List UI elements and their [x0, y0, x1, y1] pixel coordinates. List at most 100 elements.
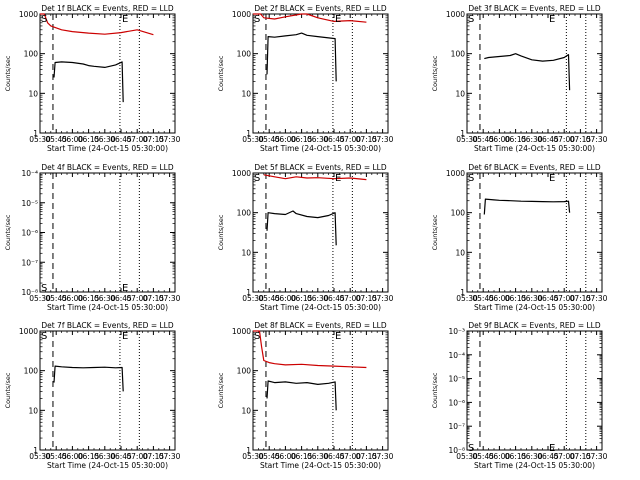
marker-s: S: [254, 14, 260, 25]
x-tick-label: 06:00: [489, 135, 511, 144]
y-tick-label: 100: [24, 50, 39, 59]
x-tick-label: 05:45: [45, 294, 67, 303]
marker-e: E: [549, 173, 555, 184]
chart-panel-5: Det 5f BLACK = Events, RED = LLD 1 10 100 10…: [217, 163, 394, 312]
y-tick-label: 10⁻⁴: [21, 169, 38, 178]
x-axis-label: Start Time (24-Oct-15 05:30:00): [260, 144, 381, 153]
marker-e: E: [549, 14, 555, 25]
chart-title: Det 9f BLACK = Events, RED = LLD: [468, 321, 601, 330]
x-tick-label: 05:45: [258, 294, 280, 303]
x-tick-label: 06:30: [307, 294, 329, 303]
x-tick-label: 07:00: [339, 135, 361, 144]
x-tick-label: 06:30: [521, 294, 543, 303]
x-tick-label: 06:30: [307, 135, 329, 144]
y-tick-label: 1000: [19, 10, 38, 19]
x-tick-label: 07:00: [339, 294, 361, 303]
y-tick-label: 1000: [232, 327, 251, 336]
y-tick-label: 10⁻⁶: [448, 398, 465, 407]
x-tick-label: 06:45: [537, 135, 559, 144]
x-tick-label: 06:15: [78, 294, 100, 303]
x-tick-label: 05:30: [29, 294, 51, 303]
x-tick-label: 06:30: [307, 452, 329, 461]
plot-frame: [466, 13, 603, 134]
x-tick-label: 06:15: [78, 135, 100, 144]
chart-title: Det 4f BLACK = Events, RED = LLD: [41, 163, 174, 172]
y-tick-label: 10: [28, 406, 38, 415]
x-tick-label: 07:15: [570, 135, 592, 144]
events-series-line: [53, 61, 124, 103]
x-tick-label: 07:00: [553, 452, 575, 461]
chart-panel-9: Det 9f BLACK = Events, RED = LLD 10⁻⁸ 10⁻⁷…: [431, 321, 608, 470]
x-tick-label: 06:45: [323, 452, 345, 461]
x-tick-label: 05:30: [242, 135, 264, 144]
events-series-line: [484, 53, 571, 91]
x-tick-label: 06:45: [110, 294, 132, 303]
marker-s: S: [41, 14, 47, 25]
chart-panel-3: Det 3f BLACK = Events, RED = LLD 1 10 100 10…: [431, 4, 608, 153]
y-tick-label: 10: [241, 89, 251, 98]
x-tick-label: 06:15: [291, 135, 313, 144]
plot-frame: [39, 13, 176, 134]
x-tick-label: 06:00: [275, 135, 297, 144]
y-tick-label: 1000: [19, 327, 38, 336]
x-tick-label: 07:30: [372, 135, 394, 144]
x-tick-label: 06:15: [291, 294, 313, 303]
x-tick-label: 07:15: [143, 452, 165, 461]
y-tick-label: 10: [28, 89, 38, 98]
x-tick-label: 07:15: [570, 294, 592, 303]
y-tick-label: 1: [246, 446, 251, 455]
plot-frame: [466, 172, 603, 293]
chart-panel-2: Det 2f BLACK = Events, RED = LLD 1 10 100 10…: [217, 4, 394, 153]
y-tick-label: 10⁻⁷: [21, 258, 38, 267]
x-tick-label: 07:00: [126, 452, 148, 461]
x-tick-label: 05:30: [29, 452, 51, 461]
chart-title: Det 1f BLACK = Events, RED = LLD: [41, 4, 174, 13]
x-tick-label: 06:30: [521, 135, 543, 144]
chart-panel-1: Det 1f BLACK = Events, RED = LLD 1 10 100 10…: [4, 4, 181, 153]
x-tick-label: 06:15: [291, 452, 313, 461]
x-tick-label: 06:15: [78, 452, 100, 461]
x-tick-label: 07:00: [553, 135, 575, 144]
y-tick-label: 1000: [446, 169, 465, 178]
x-tick-label: 07:30: [159, 135, 181, 144]
x-tick-label: 06:15: [505, 452, 527, 461]
y-axis-label: Counts/sec: [431, 55, 439, 91]
x-tick-label: 06:00: [62, 294, 84, 303]
y-axis-label: Counts/sec: [217, 55, 225, 91]
y-axis-label: Counts/sec: [4, 372, 12, 408]
y-tick-label: 1: [246, 129, 251, 138]
x-tick-label: 06:00: [489, 294, 511, 303]
plot-frame: [252, 172, 389, 293]
x-tick-label: 06:15: [505, 135, 527, 144]
x-tick-label: 05:45: [472, 294, 494, 303]
chart-panel-8: Det 8f BLACK = Events, RED = LLD 1 10 100 10…: [217, 321, 394, 470]
x-axis-label: Start Time (24-Oct-15 05:30:00): [47, 144, 168, 153]
marker-e: E: [549, 443, 555, 454]
chart-title: Det 3f BLACK = Events, RED = LLD: [468, 4, 601, 13]
x-tick-label: 07:30: [586, 452, 608, 461]
marker-s: S: [468, 443, 474, 454]
x-tick-label: 05:30: [456, 452, 478, 461]
x-tick-label: 06:45: [323, 135, 345, 144]
y-axis-label: Counts/sec: [431, 372, 439, 408]
x-axis-label: Start Time (24-Oct-15 05:30:00): [260, 303, 381, 312]
plot-frame: [252, 330, 389, 451]
x-tick-label: 07:15: [356, 135, 378, 144]
x-axis-label: Start Time (24-Oct-15 05:30:00): [474, 461, 595, 470]
x-axis-label: Start Time (24-Oct-15 05:30:00): [474, 144, 595, 153]
y-tick-label: 10⁻³: [448, 327, 465, 336]
x-tick-label: 07:00: [553, 294, 575, 303]
x-tick-label: 06:00: [62, 135, 84, 144]
y-tick-label: 10⁻⁸: [448, 446, 465, 455]
y-tick-label: 1: [33, 446, 38, 455]
y-tick-label: 100: [24, 367, 39, 376]
x-tick-label: 05:30: [456, 294, 478, 303]
x-tick-label: 07:30: [586, 135, 608, 144]
y-axis-label: Counts/sec: [431, 214, 439, 250]
lld-series-line: [263, 174, 367, 181]
x-axis-label: Start Time (24-Oct-15 05:30:00): [260, 461, 381, 470]
x-tick-label: 07:30: [159, 452, 181, 461]
chart-panel-7: Det 7f BLACK = Events, RED = LLD 1 10 100 10…: [4, 321, 181, 470]
x-tick-label: 07:15: [570, 452, 592, 461]
